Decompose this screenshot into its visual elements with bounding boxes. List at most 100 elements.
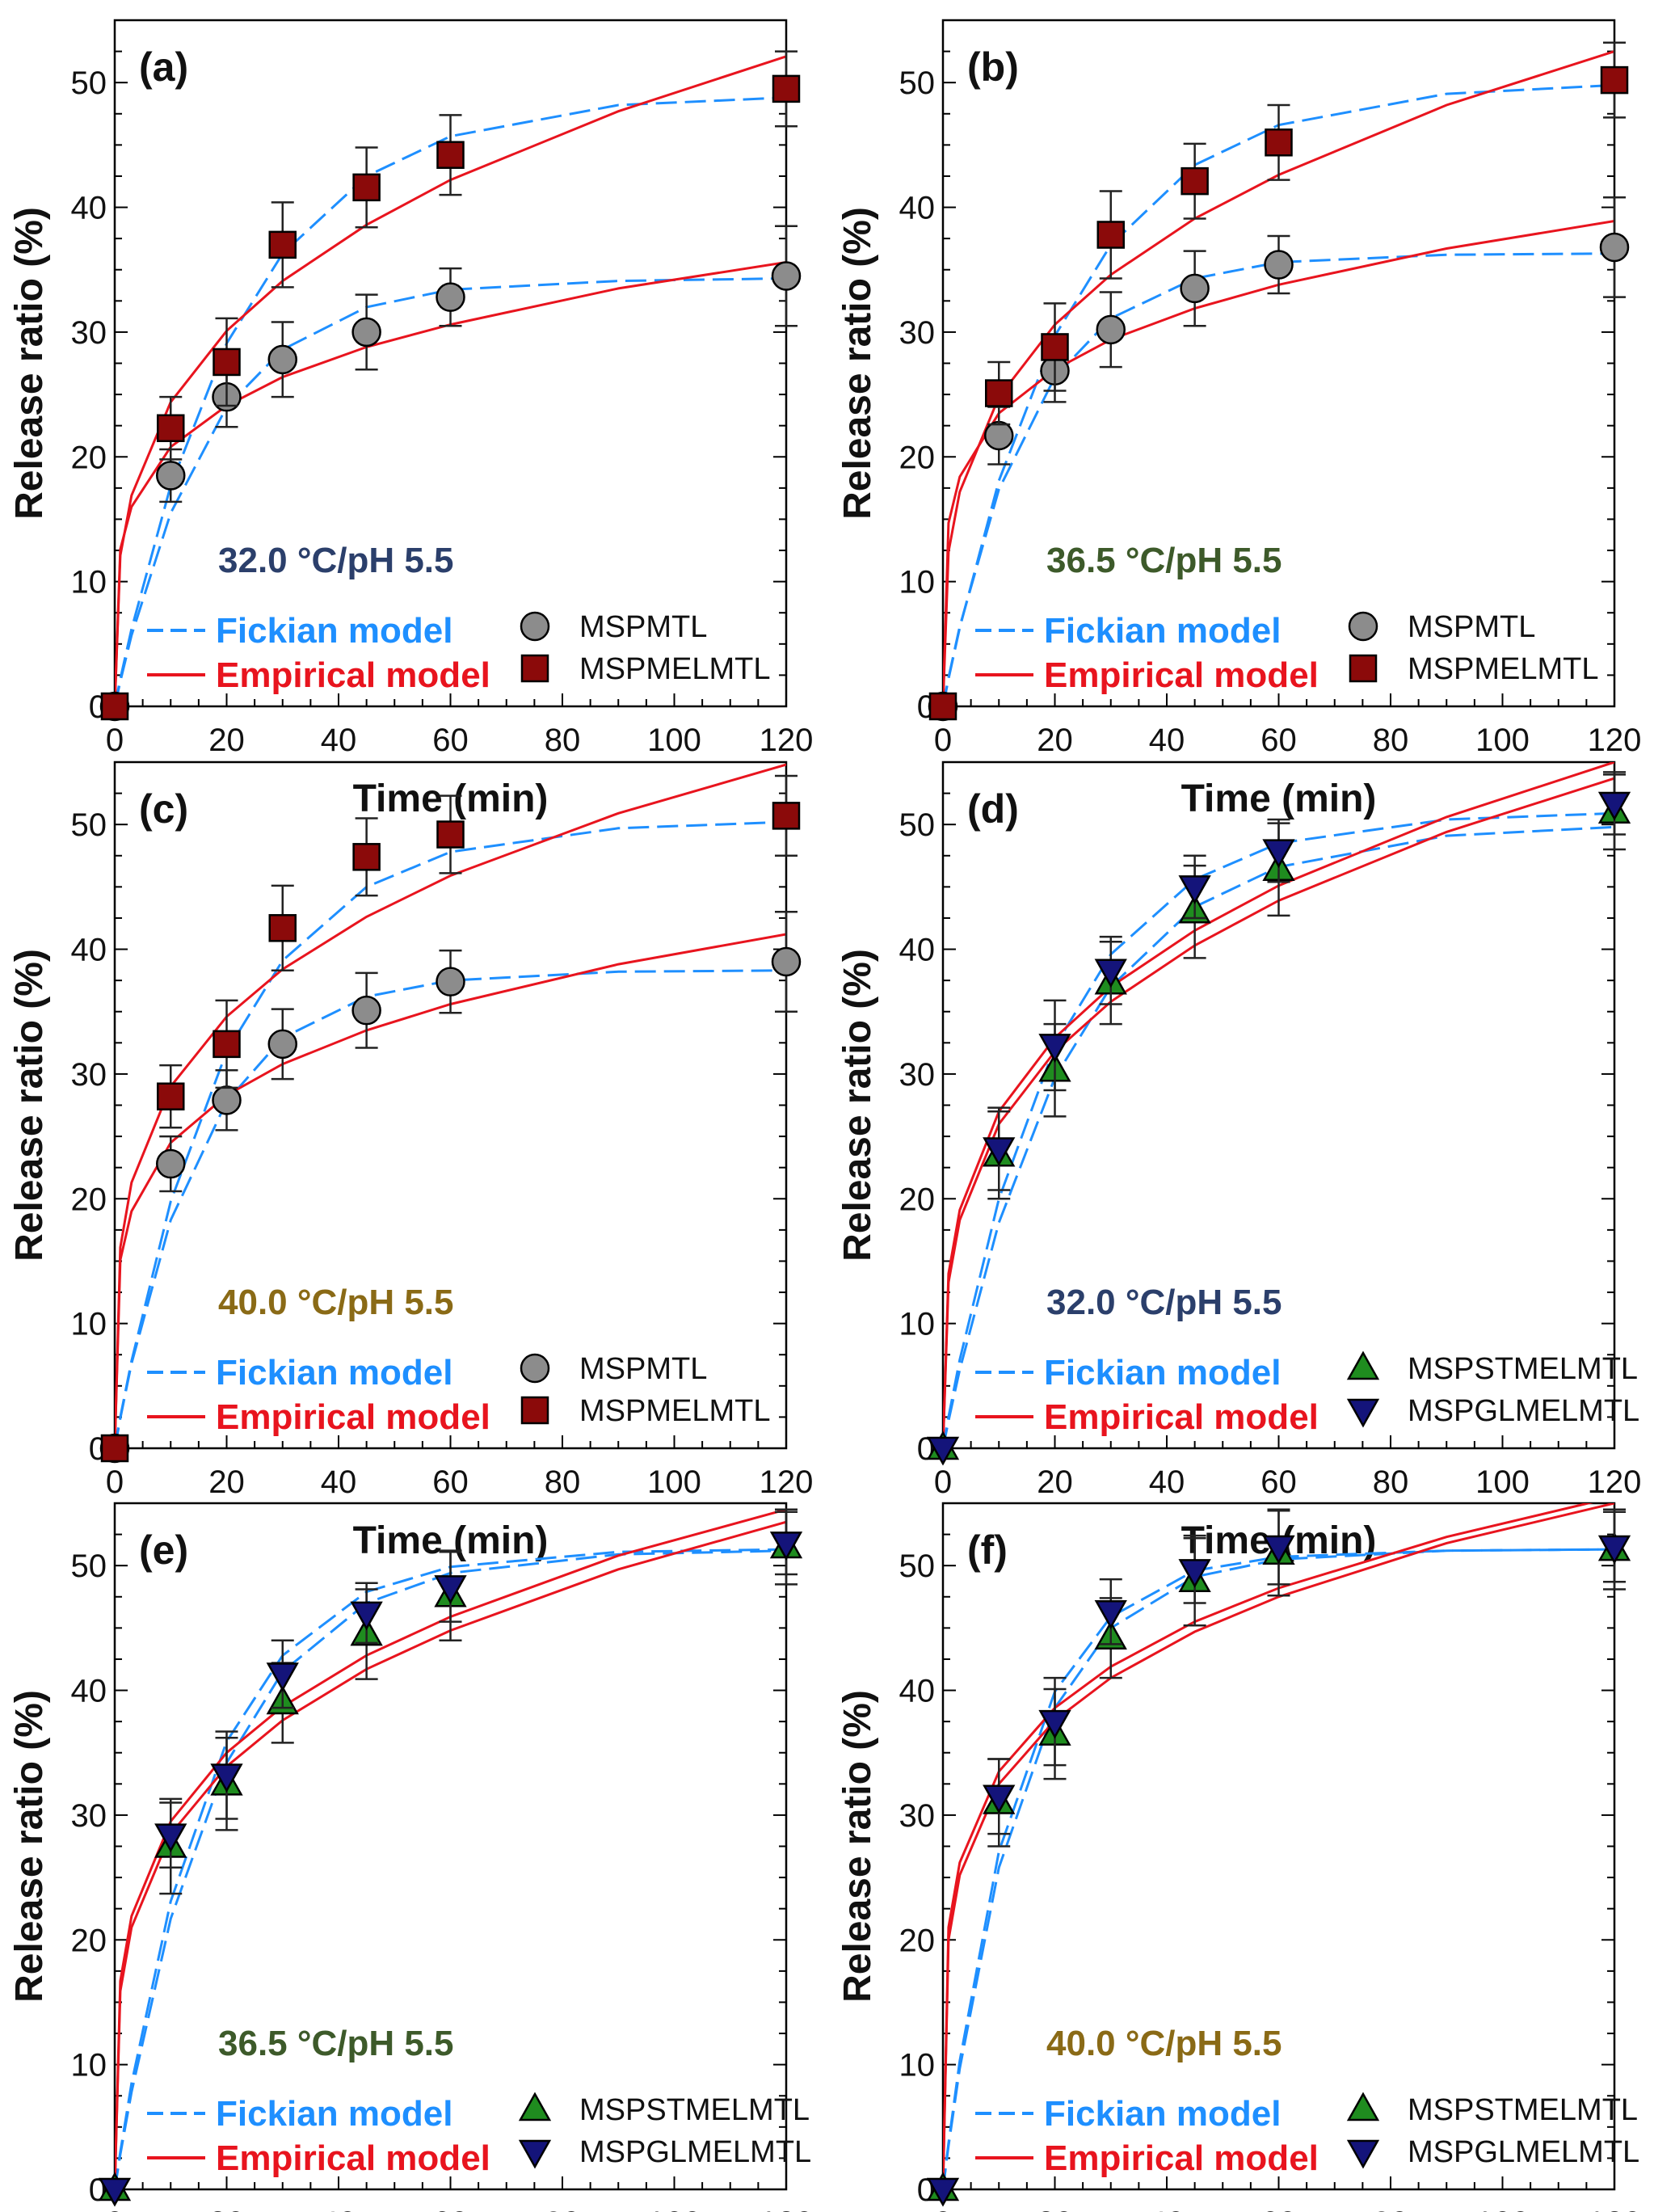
data-point-MSPMELMTL [1041,333,1069,361]
legend-fickian-label: Fickian model [1044,611,1281,651]
y-tick-label: 10 [71,2048,107,2083]
data-point-MSPGLMELMTL [266,1662,299,1692]
legend-series-label: MSPSTMELMTL [1408,2093,1638,2127]
y-tick-label: 30 [71,1057,107,1093]
y-tick-label: 20 [899,440,936,475]
y-tick-label: 30 [899,1798,936,1834]
legend-marker-MSPGLMELMTL [1346,2139,1380,2169]
x-tick-label: 120 [1588,2206,1642,2212]
y-axis-title: Release ratio (%) [836,1690,879,2003]
legend-marker-MSPMELMTL [520,654,549,683]
panel-label: (a) [139,44,188,90]
legend-series-label: MSPGLMELMTL [579,2135,811,2169]
panel-label: (e) [139,1527,188,1573]
legend-series-label: MSPMTL [579,610,707,644]
y-tick-label: 40 [71,933,107,968]
plot-frame [113,1502,788,2191]
data-point-MSPGLMELMTL [1178,1559,1211,1588]
y-axis-title: Release ratio (%) [8,949,51,1262]
legend-marker-MSPMELMTL [1349,654,1378,683]
x-tick-label: 0 [106,723,124,758]
x-tick-label: 0 [934,1464,952,1500]
data-point-MSPGLMELMTL [1597,1535,1631,1565]
y-tick-label: 30 [899,1057,936,1093]
condition-label: 36.5 °C/pH 5.5 [218,2024,454,2063]
y-tick-label: 30 [71,1798,107,1834]
y-tick-label: 20 [899,1182,936,1217]
empirical-fit-curve-0 [115,1508,786,2189]
legend-empirical-label: Empirical model [216,1397,490,1437]
y-tick-label: 50 [899,65,936,101]
data-point-MSPMELMTL [1181,166,1209,196]
legend-series-label: MSPMTL [579,1352,707,1386]
data-point-MSPMELMTL [100,692,129,721]
legend-series-label: MSPSTMELMTL [579,2093,810,2127]
fickian-fit-curve-1 [115,1549,786,2189]
data-point-MSPGLMELMTL [98,2177,132,2207]
data-point-MSPGLMELMTL [1178,875,1211,904]
data-point-MSPMTL [267,1029,297,1060]
y-tick-label: 40 [899,933,936,968]
fickian-fit-curve-0 [943,252,1614,706]
x-tick-label: 80 [545,1464,581,1500]
legend-series-label: MSPMELMTL [579,652,770,686]
y-tick-label: 0 [89,2172,107,2208]
legend-empirical-label: Empirical model [1044,655,1319,695]
legend-marker-MSPSTMELMTL [1346,2092,1380,2121]
x-tick-label: 60 [1260,1464,1297,1500]
data-point-MSPGLMELMTL [983,1137,1016,1167]
y-axis-title: Release ratio (%) [836,207,879,520]
empirical-fit-curve-0 [115,933,786,1448]
legend-empirical-label: Empirical model [1044,2138,1319,2178]
data-point-MSPMTL [1599,232,1630,263]
plot-frame [941,1502,1616,2191]
y-tick-label: 0 [917,1431,935,1467]
x-tick-label: 100 [1475,723,1530,758]
data-point-MSPMELMTL [100,1434,129,1463]
data-point-MSPMELMTL [1096,221,1125,249]
data-point-MSPMELMTL [1265,129,1293,157]
fickian-fit-curve-1 [943,83,1614,706]
x-tick-label: 0 [106,2206,124,2212]
data-point-MSPMELMTL [772,74,801,103]
data-point-MSPMELMTL [772,802,801,830]
data-point-MSPGLMELMTL [769,1532,803,1561]
legend-series-label: MSPMELMTL [579,1394,770,1428]
y-axis-title: Release ratio (%) [836,949,879,1262]
x-tick-label: 40 [321,1464,357,1500]
data-point-MSPMELMTL [985,379,1013,407]
x-tick-label: 60 [432,2206,469,2212]
y-axis-title: Release ratio (%) [8,1690,51,2003]
data-point-MSPMELMTL [436,141,465,169]
y-tick-label: 20 [71,1923,107,1958]
plot-frame [941,761,1616,1450]
data-point-MSPMELMTL [157,1082,185,1110]
plot-frame [941,19,1616,708]
x-tick-label: 80 [1373,2206,1409,2212]
legend-series-label: MSPMTL [1408,610,1535,644]
x-tick-label: 0 [106,1464,124,1500]
y-tick-label: 40 [71,191,107,226]
y-tick-label: 50 [71,807,107,843]
data-point-MSPGLMELMTL [350,1601,383,1631]
legend-fickian-label: Fickian model [1044,2094,1281,2134]
legend-empirical-label: Empirical model [216,655,490,695]
data-point-MSPMTL [984,420,1014,451]
panel-label: (d) [967,786,1019,832]
y-tick-label: 40 [899,1674,936,1709]
data-point-MSPMELMTL [1600,65,1629,95]
data-point-MSPMTL [156,461,186,491]
x-tick-label: 100 [1475,1464,1530,1500]
x-tick-label: 100 [647,2206,701,2212]
legend-series-label: MSPGLMELMTL [1408,1394,1639,1428]
data-point-MSPMELMTL [352,173,381,202]
data-point-MSPGLMELMTL [926,2177,960,2207]
fickian-fit-curve-1 [943,1548,1614,2189]
data-point-MSPGLMELMTL [1262,1535,1295,1565]
x-tick-label: 120 [760,2206,814,2212]
data-point-MSPGLMELMTL [983,1784,1016,1814]
x-tick-label: 120 [760,1464,814,1500]
